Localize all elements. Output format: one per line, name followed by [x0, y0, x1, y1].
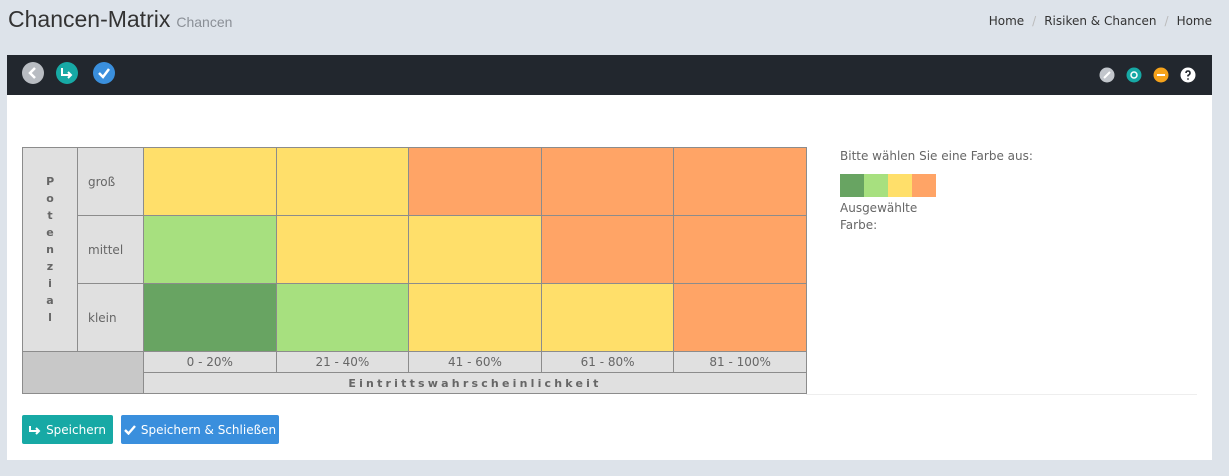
column-label: 0 - 20% [143, 351, 277, 373]
matrix-cell[interactable] [275, 283, 410, 352]
x-axis-cell: Eintrittswahrscheinlichkeit [143, 372, 807, 394]
column-label: 41 - 60% [408, 351, 542, 373]
color-swatch[interactable] [888, 174, 912, 197]
selected-color-label: Ausgewählte Farbe: [840, 201, 918, 232]
save-icon-button[interactable] [56, 62, 78, 84]
collapse-button[interactable] [1153, 67, 1169, 83]
breadcrumb: Home [1176, 14, 1212, 28]
matrix-cell[interactable] [143, 283, 277, 352]
title-text: Chancen-Matrix [8, 6, 171, 32]
matrix-cell[interactable] [540, 283, 675, 352]
page-subtitle: Chancen [176, 14, 233, 30]
matrix-cell[interactable] [275, 147, 410, 216]
help-button[interactable] [1180, 67, 1196, 83]
save-button-label: Speichern [46, 422, 106, 437]
page-title: Chancen-Matrix Chancen [8, 6, 232, 33]
color-swatch[interactable] [840, 174, 864, 197]
matrix-cell[interactable] [540, 215, 675, 284]
matrix-cell[interactable] [143, 215, 277, 284]
row-label: mittel [77, 215, 144, 284]
column-label: 61 - 80% [540, 351, 675, 373]
breadcrumbs: Home / Risiken & Chancen / Home [988, 14, 1212, 28]
row-label: klein [77, 283, 144, 352]
toolbar [7, 55, 1212, 95]
y-axis-cell: Potenzial [22, 147, 78, 352]
save-close-button-label: Speichern & Schließen [140, 422, 277, 437]
breadcrumb[interactable]: Risiken & Chancen [1044, 14, 1157, 28]
reload-button[interactable] [1126, 67, 1142, 83]
matrix-cell[interactable] [275, 215, 410, 284]
x-axis-label: Eintrittswahrscheinlichkeit [348, 376, 602, 390]
expand-button[interactable] [1099, 67, 1115, 83]
check-icon [124, 424, 136, 435]
column-label: 21 - 40% [275, 351, 410, 373]
save-button[interactable]: Speichern [22, 415, 113, 444]
palette-prompt: Bitte wählen Sie eine Farbe aus: [840, 149, 1033, 163]
column-label: 81 - 100% [673, 351, 807, 373]
save-close-button[interactable]: Speichern & Schließen [121, 415, 279, 444]
matrix-cell[interactable] [408, 283, 542, 352]
breadcrumb[interactable]: Home [988, 14, 1025, 28]
y-axis-label: Potenzial [46, 175, 55, 324]
matrix-cell[interactable] [673, 215, 807, 284]
back-button[interactable] [22, 62, 44, 84]
divider [806, 394, 1197, 395]
matrix-cell[interactable] [673, 147, 807, 216]
matrix-cell[interactable] [673, 283, 807, 352]
matrix-cell[interactable] [540, 147, 675, 216]
corner-cell [22, 351, 144, 394]
row-label: groß [77, 147, 144, 216]
save-icon [29, 425, 41, 435]
matrix-cell[interactable] [408, 147, 542, 216]
matrix-cell[interactable] [143, 147, 277, 216]
save-close-icon-button[interactable] [93, 62, 115, 84]
color-swatch[interactable] [912, 174, 936, 197]
color-swatch[interactable] [864, 174, 888, 197]
matrix-cell[interactable] [408, 215, 542, 284]
